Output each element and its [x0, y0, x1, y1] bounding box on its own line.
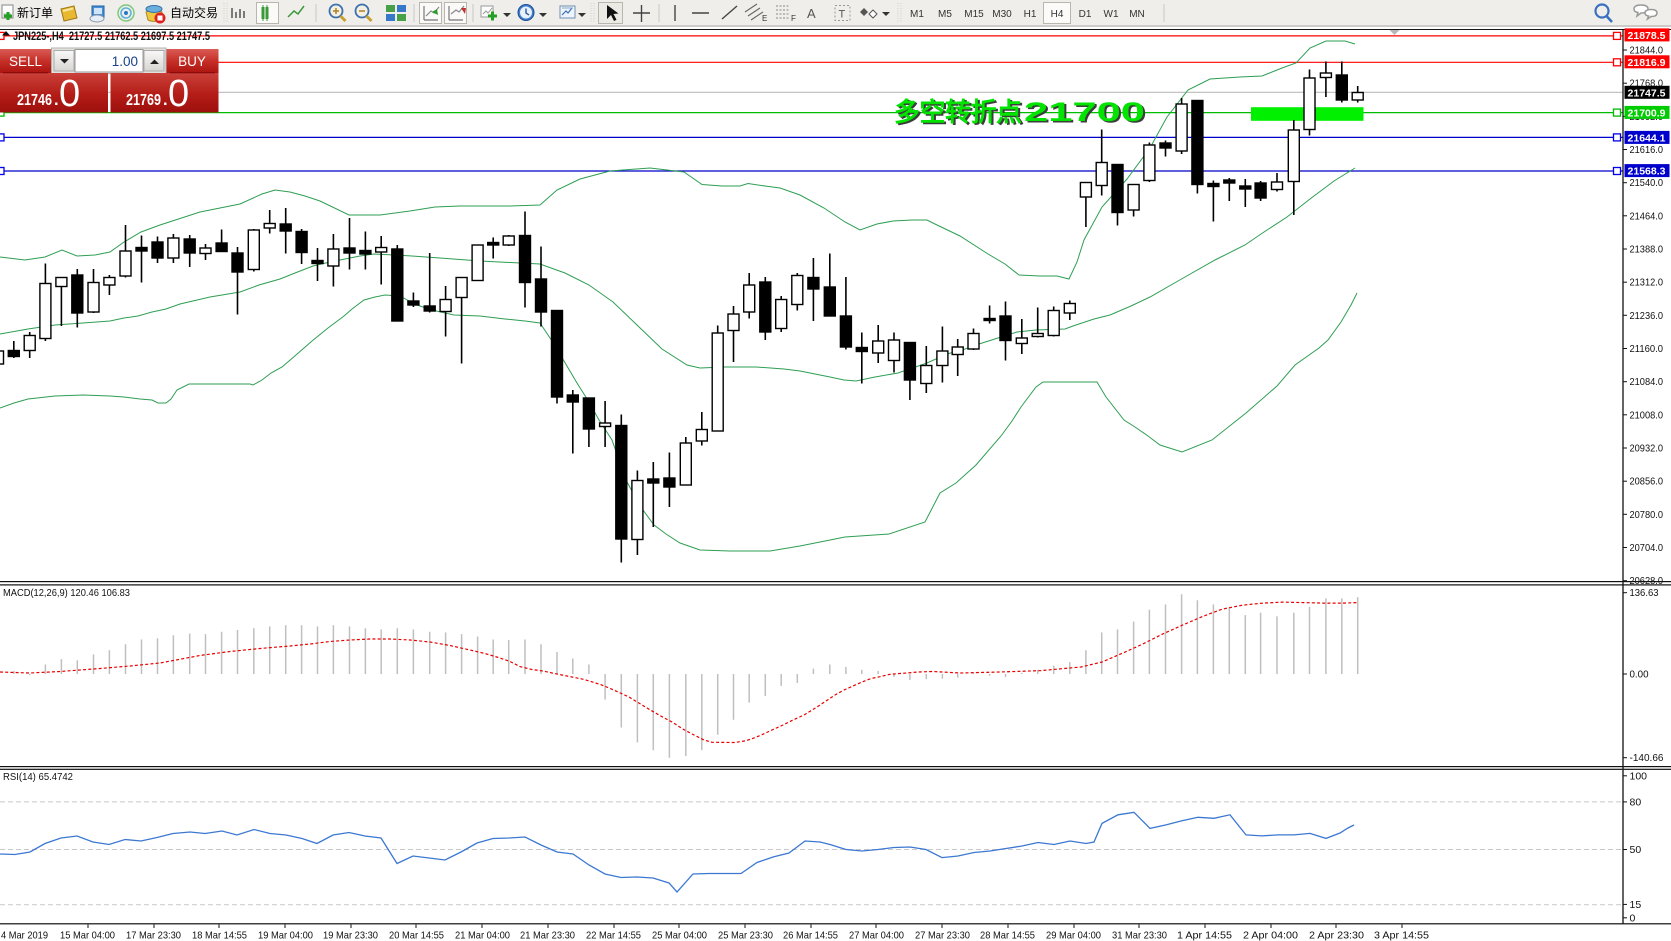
- svg-text:20704.0: 20704.0: [1630, 542, 1664, 554]
- svg-text:21747.5: 21747.5: [1628, 87, 1666, 99]
- svg-text:21769: 21769: [126, 92, 161, 109]
- svg-text:25 Mar 23:30: 25 Mar 23:30: [718, 930, 773, 941]
- svg-text:1 Apr 14:55: 1 Apr 14:55: [1177, 930, 1232, 941]
- svg-text:3 Apr 14:55: 3 Apr 14:55: [1374, 930, 1429, 941]
- svg-text:80: 80: [1630, 796, 1642, 808]
- svg-text:29 Mar 04:00: 29 Mar 04:00: [1046, 930, 1101, 941]
- svg-text:21700: 21700: [1024, 97, 1145, 127]
- svg-text:0: 0: [59, 73, 80, 115]
- svg-text:20856.0: 20856.0: [1630, 476, 1664, 488]
- svg-text:21464.0: 21464.0: [1630, 210, 1664, 222]
- svg-text:100: 100: [1630, 770, 1648, 782]
- svg-text:F: F: [791, 14, 796, 23]
- svg-text:0: 0: [168, 73, 189, 115]
- svg-text:2 Apr 04:00: 2 Apr 04:00: [1243, 930, 1298, 941]
- svg-text:22 Mar 14:55: 22 Mar 14:55: [586, 930, 641, 941]
- svg-text:M5: M5: [938, 9, 952, 20]
- svg-text:JPN225-,H4 21727.5 21762.5 21: JPN225-,H4 21727.5 21762.5 21697.5 21747…: [13, 29, 210, 43]
- svg-text:M1: M1: [910, 9, 924, 20]
- svg-text:多空转折点: 多空转折点: [896, 99, 1024, 129]
- svg-text:19 Mar 23:30: 19 Mar 23:30: [323, 930, 378, 941]
- svg-text:21388.0: 21388.0: [1630, 244, 1664, 256]
- svg-text:25 Mar 04:00: 25 Mar 04:00: [652, 930, 707, 941]
- svg-text:T: T: [839, 9, 846, 21]
- svg-text:21746: 21746: [17, 92, 52, 109]
- svg-text:21236.0: 21236.0: [1630, 310, 1664, 322]
- svg-text:27 Mar 04:00: 27 Mar 04:00: [849, 930, 904, 941]
- svg-text:27 Mar 23:30: 27 Mar 23:30: [915, 930, 970, 941]
- svg-text:28 Mar 14:55: 28 Mar 14:55: [980, 930, 1035, 941]
- svg-text:E: E: [762, 14, 767, 23]
- svg-text:136.63: 136.63: [1630, 587, 1659, 599]
- svg-text:0: 0: [1630, 912, 1636, 924]
- svg-text:21700.9: 21700.9: [1628, 107, 1666, 119]
- svg-text:H4: H4: [1051, 9, 1064, 20]
- svg-text:-140.66: -140.66: [1630, 752, 1664, 764]
- svg-text:20 Mar 14:55: 20 Mar 14:55: [389, 930, 444, 941]
- svg-text:26 Mar 14:55: 26 Mar 14:55: [783, 930, 838, 941]
- svg-text:21160.0: 21160.0: [1630, 343, 1664, 355]
- svg-text:H1: H1: [1024, 9, 1037, 20]
- svg-text:21312.0: 21312.0: [1630, 277, 1664, 289]
- svg-text:1.00: 1.00: [112, 54, 138, 69]
- svg-text:MACD(12,26,9) 120.46 106.83: MACD(12,26,9) 120.46 106.83: [3, 587, 130, 599]
- svg-text:21568.3: 21568.3: [1628, 166, 1666, 178]
- svg-text:31 Mar 23:30: 31 Mar 23:30: [1112, 930, 1167, 941]
- svg-text:15: 15: [1630, 899, 1642, 911]
- svg-text:M15: M15: [964, 9, 984, 20]
- svg-text:19 Mar 04:00: 19 Mar 04:00: [258, 930, 313, 941]
- svg-text:21844.0: 21844.0: [1630, 45, 1664, 57]
- svg-text:4 Mar 2019: 4 Mar 2019: [1, 930, 48, 941]
- svg-text:.: .: [54, 91, 59, 109]
- svg-text:21644.1: 21644.1: [1628, 132, 1666, 144]
- svg-text:M30: M30: [992, 9, 1012, 20]
- svg-text:D1: D1: [1079, 9, 1092, 20]
- svg-text:15 Mar 04:00: 15 Mar 04:00: [60, 930, 115, 941]
- svg-text:21540.0: 21540.0: [1630, 177, 1664, 189]
- svg-text:21816.9: 21816.9: [1628, 57, 1666, 69]
- svg-text:A: A: [807, 6, 816, 21]
- svg-text:新订单: 新订单: [17, 5, 53, 20]
- svg-text:MN: MN: [1129, 9, 1145, 20]
- svg-text:20932.0: 20932.0: [1630, 443, 1664, 455]
- svg-text:自动交易: 自动交易: [170, 5, 218, 20]
- svg-text:21616.0: 21616.0: [1630, 144, 1664, 156]
- svg-text:21 Mar 04:00: 21 Mar 04:00: [455, 930, 510, 941]
- svg-text:21 Mar 23:30: 21 Mar 23:30: [520, 930, 575, 941]
- svg-text:20780.0: 20780.0: [1630, 509, 1664, 521]
- svg-text:21008.0: 21008.0: [1630, 409, 1664, 421]
- svg-text:50: 50: [1630, 844, 1642, 856]
- svg-text:SELL: SELL: [9, 54, 43, 69]
- svg-text:BUY: BUY: [178, 54, 206, 69]
- svg-text:21700: 21700: [1026, 99, 1147, 129]
- svg-text:2 Apr 23:30: 2 Apr 23:30: [1309, 930, 1364, 941]
- svg-text:18 Mar 14:55: 18 Mar 14:55: [192, 930, 247, 941]
- svg-text:21084.0: 21084.0: [1630, 376, 1664, 388]
- svg-text:0.00: 0.00: [1630, 669, 1649, 681]
- svg-text:21878.5: 21878.5: [1628, 30, 1666, 42]
- svg-text:.: .: [163, 91, 168, 109]
- svg-text:多空转折点: 多空转折点: [894, 97, 1022, 127]
- svg-text:17 Mar 23:30: 17 Mar 23:30: [126, 930, 181, 941]
- svg-text:RSI(14) 65.4742: RSI(14) 65.4742: [3, 771, 73, 783]
- svg-text:W1: W1: [1104, 9, 1119, 20]
